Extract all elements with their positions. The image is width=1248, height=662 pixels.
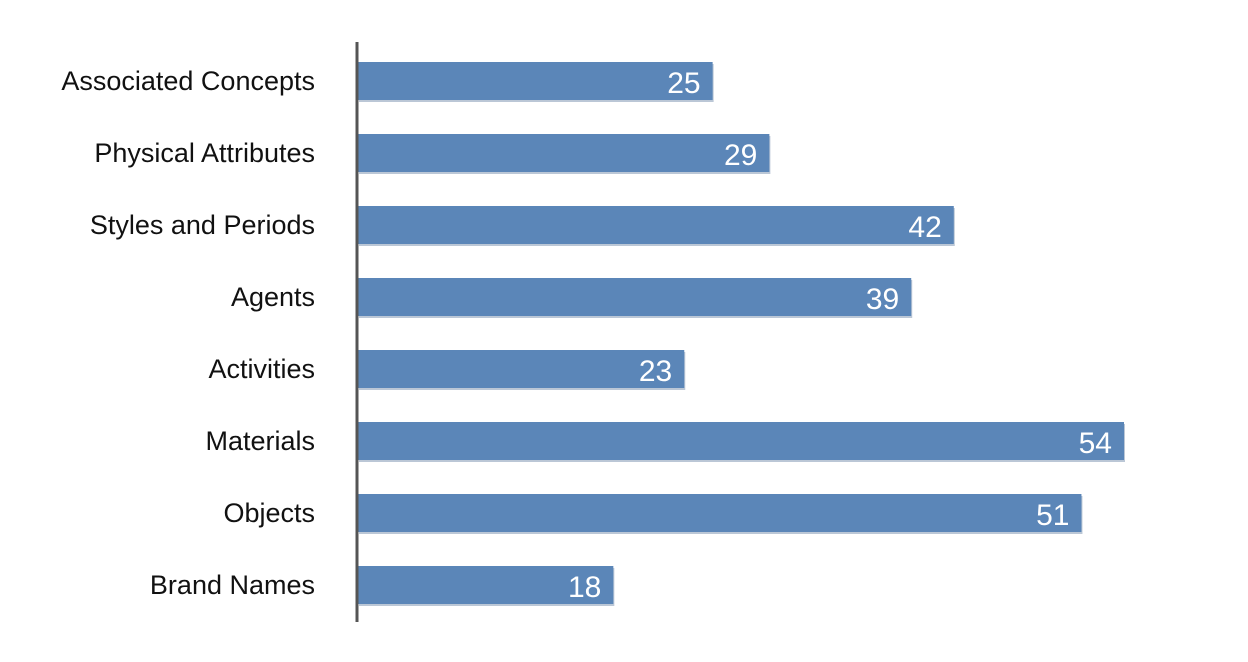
category-label-activities: Activities [208, 354, 315, 384]
bar-styles-and-periods [358, 206, 954, 244]
value-label-associated-concepts: 25 [667, 67, 700, 100]
category-label-styles-and-periods: Styles and Periods [90, 210, 315, 240]
category-label-associated-concepts: Associated Concepts [61, 66, 315, 96]
bars-layer [358, 62, 1125, 606]
bar-physical-attributes [358, 134, 770, 172]
category-label-objects: Objects [223, 498, 315, 528]
bar-associated-concepts [358, 62, 713, 100]
bar-activities [358, 350, 685, 388]
category-label-materials: Materials [205, 426, 315, 456]
bar-materials [358, 422, 1124, 460]
category-label-agents: Agents [231, 282, 315, 312]
value-labels-layer: 25 29 42 39 23 54 51 18 [568, 67, 1112, 604]
value-label-materials: 54 [1079, 427, 1112, 460]
category-labels-layer: Associated Concepts Physical Attributes St… [61, 66, 315, 600]
value-label-activities: 23 [639, 355, 672, 388]
bar-brand-names [358, 566, 614, 604]
bar-objects [358, 494, 1082, 532]
category-label-brand-names: Brand Names [150, 570, 315, 600]
value-label-agents: 39 [866, 283, 899, 316]
value-label-brand-names: 18 [568, 571, 601, 604]
category-label-physical-attributes: Physical Attributes [94, 138, 315, 168]
value-label-physical-attributes: 29 [724, 139, 757, 172]
value-label-styles-and-periods: 42 [908, 211, 941, 244]
value-label-objects: 51 [1036, 499, 1069, 532]
bar-agents [358, 278, 912, 316]
